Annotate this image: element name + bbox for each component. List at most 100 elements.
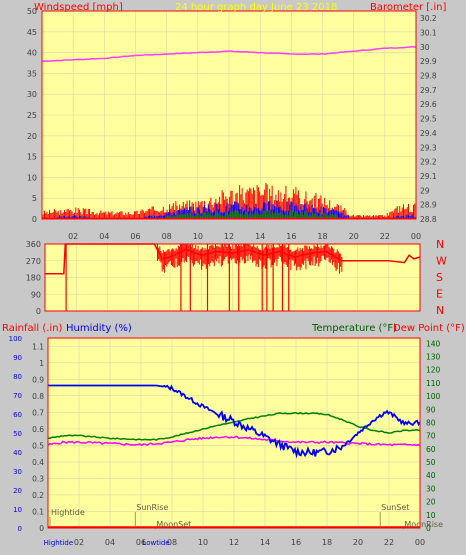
- humidity-line: [48, 384, 421, 459]
- y-tick-label: 28.8: [420, 215, 437, 224]
- y-tick-label: 90: [426, 405, 436, 414]
- y-tick-label: 0.7: [32, 408, 44, 417]
- y-tick-label: 0.4: [32, 458, 44, 467]
- y-tick-label: 45: [27, 28, 37, 37]
- y-tick-label: 110: [426, 379, 441, 388]
- dewpoint-label: Dew Point (°F): [393, 323, 465, 334]
- y-tick-label: 30: [426, 484, 436, 493]
- x-tick-label: 08: [167, 538, 177, 547]
- chart-title: 24 hour graph day June 23 2018: [175, 2, 337, 13]
- x-tick-label: 10: [198, 538, 208, 547]
- plot-frame: [41, 10, 417, 220]
- y-right-ticks: 28.8 28.9 29 29.1 29.2 29.3 29.4 29.5 29.6 29.7 29…: [420, 14, 437, 224]
- x-tick-label: 06: [136, 538, 146, 547]
- x-ticks: 02 04 06 08 10 12 14 16 18 20 22 00: [68, 232, 421, 241]
- dewpoint-line: [47, 435, 421, 447]
- y-tick-label: 20: [426, 498, 436, 507]
- y-tick-label: 29.7: [420, 86, 437, 95]
- y-tick-label: 29.1: [420, 172, 437, 181]
- y-tick-label: 80: [426, 418, 436, 427]
- y-tick-label: 70: [426, 432, 436, 441]
- y-tick-label: 50: [426, 458, 436, 467]
- y-tick-label: 0: [32, 215, 37, 224]
- x-tick-label: 06: [130, 232, 140, 241]
- y-tick-label: 0.6: [32, 425, 44, 434]
- y-tick-label: 1: [39, 359, 44, 368]
- x-tick-label: 14: [260, 538, 270, 547]
- y-tick-label: 40: [426, 471, 436, 480]
- y-tick-label: 25: [27, 111, 37, 120]
- y-tick-label: 28.9: [420, 201, 437, 210]
- y-tick-label: 29.5: [420, 115, 437, 124]
- y-tick-label: 29.2: [420, 158, 437, 167]
- y-tick-label: 100: [9, 335, 22, 343]
- y-tick-label: 0.2: [32, 491, 44, 500]
- annotation-label: MoonSet: [156, 520, 191, 529]
- x-ticks: 02 04 06 08 10 12 14 16 18 20 22 00 Hightide Lowtide: [44, 538, 425, 547]
- annotation-label: MoonRise: [404, 520, 443, 529]
- y-tick-label: 0.5: [32, 441, 44, 450]
- y-tick-label: 30.1: [420, 29, 437, 38]
- x-tick-label: 00: [411, 232, 421, 241]
- x-tick-label: 22: [384, 538, 394, 547]
- y-tick-label: 30: [27, 90, 37, 99]
- compass-label: E: [436, 288, 443, 301]
- y-tick-label: 20: [27, 132, 37, 141]
- y-tick-label: 0: [18, 525, 22, 533]
- y-tick-label: 40: [27, 49, 37, 58]
- x-tick-label: 20: [353, 538, 363, 547]
- annotation-label: Hightide: [51, 508, 85, 517]
- y-tick-label: 1.1: [32, 342, 44, 351]
- y-tick-label: 100: [426, 392, 441, 401]
- barometer-line: [41, 46, 417, 62]
- y-tick-label: 0.1: [32, 507, 44, 516]
- y-tick-label: 60: [426, 445, 436, 454]
- x-tick-label: 04: [105, 538, 115, 547]
- y-ticks: 0 90 180 270 360: [26, 240, 41, 316]
- x-tick-label: 16: [286, 232, 296, 241]
- x-tick-label: 18: [322, 538, 332, 547]
- x-tick-label: 08: [162, 232, 172, 241]
- direction-spikes: [65, 244, 343, 311]
- y-temp-ticks: 0 10 20 30 40 50 60 70 80 90 100 110 120 130 140: [426, 339, 441, 533]
- y-tick-label: 120: [426, 366, 441, 375]
- y-tick-label: 29.9: [420, 57, 437, 66]
- x-tick-label: 02: [68, 232, 78, 241]
- x-tick-label: 22: [380, 232, 390, 241]
- grid: [42, 10, 417, 220]
- y-tick-label: 80: [13, 373, 22, 381]
- y-tick-label: 180: [26, 274, 41, 283]
- humidity-label: Humidity (%): [66, 323, 132, 334]
- y-tick-label: 10: [426, 511, 436, 520]
- compass-label: W: [436, 255, 447, 268]
- y-tick-label: 140: [426, 339, 441, 348]
- y-tick-label: 5: [32, 194, 37, 203]
- y-left-ticks: 0 5 10 15 20 25 30 35 40 45 50: [27, 7, 37, 224]
- y-tick-label: 70: [13, 392, 22, 400]
- y-tick-label: 360: [26, 240, 41, 249]
- x-tick-label: 12: [224, 232, 234, 241]
- y-tick-label: 0.9: [32, 375, 44, 384]
- y-tick-label: 60: [13, 411, 22, 419]
- y-tick-label: 10: [13, 506, 22, 514]
- y-tick-label: 10: [27, 173, 37, 182]
- x-tick-label: 02: [74, 538, 84, 547]
- y-tick-label: 0: [36, 307, 41, 316]
- x-tick-label: 16: [291, 538, 301, 547]
- x-tick-label: 20: [349, 232, 359, 241]
- y-tick-label: 0: [39, 524, 44, 533]
- y-tick-label: 0.3: [32, 474, 44, 483]
- y-tick-label: 30: [420, 43, 430, 52]
- y-tick-label: 35: [27, 69, 37, 78]
- x-tick-label: 00: [415, 538, 425, 547]
- y-tick-label: 90: [31, 290, 41, 299]
- compass-label: S: [436, 271, 443, 284]
- x-tick-label: 10: [193, 232, 203, 241]
- barometer-label: Barometer [.in]: [370, 2, 446, 13]
- windspeed-label: Windspeed [mph]: [34, 2, 123, 13]
